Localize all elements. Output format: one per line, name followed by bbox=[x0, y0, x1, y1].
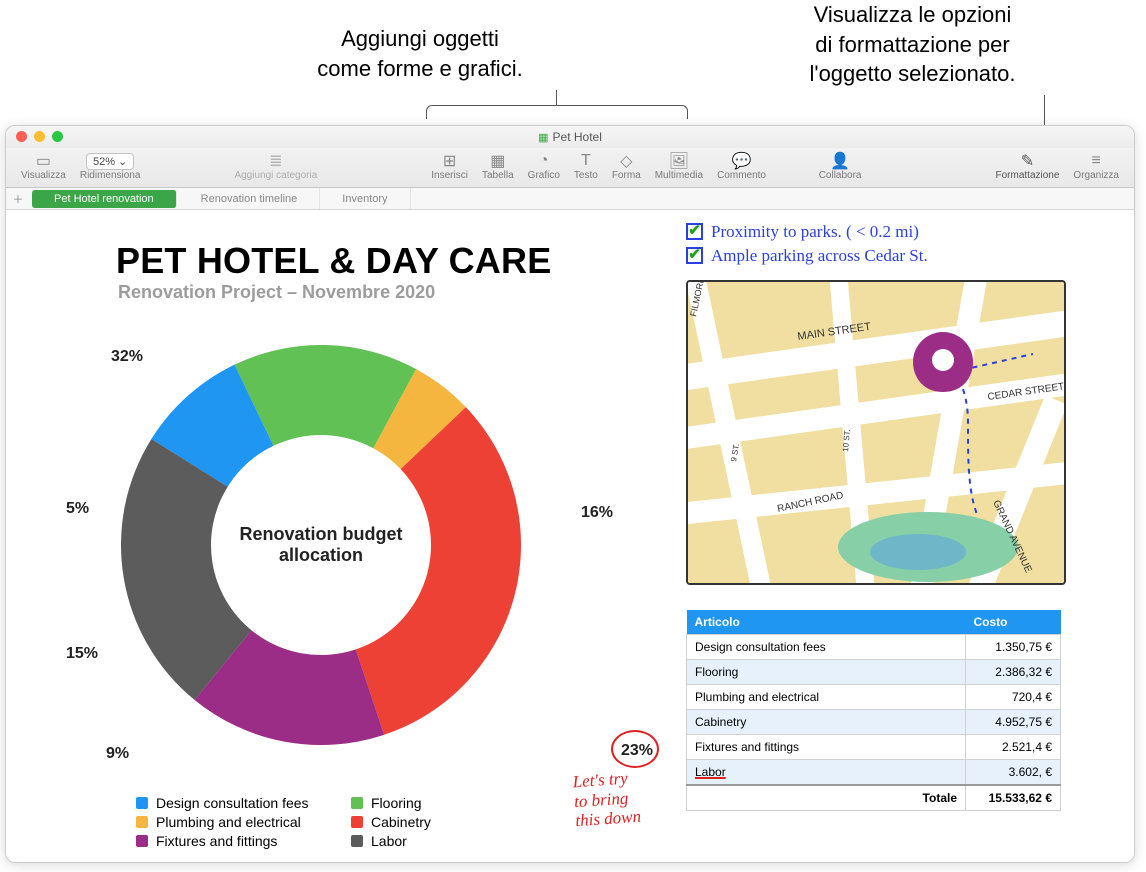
insert-button[interactable]: ⊞Inserisci bbox=[424, 152, 475, 181]
zoom-control[interactable]: 52% ⌄ Ridimensiona bbox=[73, 153, 148, 181]
organize-button[interactable]: ≡Organizza bbox=[1066, 152, 1126, 181]
comment-button[interactable]: 💬Commento bbox=[710, 152, 773, 181]
checkbox-icon: ✔ bbox=[686, 247, 703, 264]
view-button[interactable]: ▭ Visualizza bbox=[14, 152, 73, 181]
sheet-tab[interactable]: Pet Hotel renovation bbox=[32, 190, 177, 208]
page-subtitle: Renovation Project – Novembre 2020 bbox=[118, 282, 435, 303]
organize-icon: ≡ bbox=[1092, 152, 1101, 170]
toolbar: ▭ Visualizza 52% ⌄ Ridimensiona ≣ Aggiun… bbox=[6, 148, 1134, 188]
chart-icon: ◔ bbox=[539, 152, 549, 170]
sheet-tab[interactable]: Inventory bbox=[320, 188, 410, 209]
sheet-canvas[interactable]: PET HOTEL & DAY CARE Renovation Project … bbox=[6, 210, 1134, 863]
annotation-circle bbox=[611, 730, 659, 768]
chart-center-label: Renovation budget allocation bbox=[214, 524, 429, 566]
media-icon: 🖼 bbox=[669, 152, 689, 170]
titlebar: ▦ Pet Hotel bbox=[6, 126, 1134, 148]
donut-chart[interactable]: Renovation budget allocation bbox=[106, 330, 536, 760]
chart-legend: Design consultation feesFlooringPlumbing… bbox=[136, 795, 566, 849]
collaborate-icon: 👤 bbox=[830, 152, 850, 170]
callout-insert: Aggiungi oggetti come forme e grafici. bbox=[280, 24, 560, 83]
close-icon[interactable] bbox=[16, 131, 27, 142]
zoom-icon[interactable] bbox=[52, 131, 63, 142]
insert-icon: ⊞ bbox=[443, 152, 456, 170]
pct-label: 32% bbox=[111, 348, 143, 366]
handwritten-checklist: ✔Proximity to parks. ( < 0.2 mi) ✔Ample … bbox=[686, 220, 928, 268]
pct-label: 16% bbox=[581, 504, 613, 522]
page-title: PET HOTEL & DAY CARE bbox=[116, 240, 551, 282]
table-row[interactable]: Fixtures and fittings2.521,4 € bbox=[687, 735, 1061, 760]
format-icon: ✎ bbox=[1021, 152, 1034, 170]
shape-button[interactable]: ◇Forma bbox=[605, 152, 648, 181]
table-row[interactable]: Cabinetry4.952,75 € bbox=[687, 710, 1061, 735]
table-header: Articolo bbox=[687, 610, 966, 635]
chart-button[interactable]: ◔Grafico bbox=[521, 152, 567, 181]
collaborate-button[interactable]: 👤Collabora bbox=[812, 152, 869, 181]
add-sheet-button[interactable]: ＋ bbox=[6, 191, 30, 207]
table-header: Costo bbox=[966, 610, 1061, 635]
pct-label: 15% bbox=[66, 645, 98, 663]
pct-label: 5% bbox=[66, 500, 89, 518]
legend-item: Cabinetry bbox=[351, 814, 566, 830]
list-icon: ≣ bbox=[269, 152, 282, 170]
legend-item: Design consultation fees bbox=[136, 795, 351, 811]
app-window: ▦ Pet Hotel ▭ Visualizza 52% ⌄ Ridimensi… bbox=[5, 125, 1135, 863]
table-row[interactable]: Design consultation fees1.350,75 € bbox=[687, 635, 1061, 660]
doc-title-prefix-icon: ▦ bbox=[538, 131, 548, 144]
legend-item: Fixtures and fittings bbox=[136, 833, 351, 849]
comment-icon: 💬 bbox=[732, 152, 752, 170]
shape-icon: ◇ bbox=[620, 152, 632, 170]
table-icon: ▦ bbox=[490, 152, 505, 170]
sheet-tab[interactable]: Renovation timeline bbox=[179, 188, 321, 209]
legend-item: Flooring bbox=[351, 795, 566, 811]
text-icon: T bbox=[581, 152, 591, 170]
map-image[interactable]: MAIN STREETCEDAR STREETFILMORE ST.RANCH … bbox=[686, 280, 1066, 585]
add-category-button[interactable]: ≣ Aggiungi categoria bbox=[227, 152, 324, 181]
media-button[interactable]: 🖼Multimedia bbox=[648, 152, 710, 181]
sheet-tabs: ＋ Pet Hotel renovation Renovation timeli… bbox=[6, 188, 1134, 210]
table-row[interactable]: Labor3.602, € bbox=[687, 760, 1061, 786]
table-row[interactable]: Flooring2.386,32 € bbox=[687, 660, 1061, 685]
table-button[interactable]: ▦Tabella bbox=[475, 152, 521, 181]
window-title: Pet Hotel bbox=[553, 130, 602, 144]
handwritten-note: Let's try to bring this down bbox=[572, 768, 642, 831]
legend-item: Plumbing and electrical bbox=[136, 814, 351, 830]
minimize-icon[interactable] bbox=[34, 131, 45, 142]
view-icon: ▭ bbox=[36, 152, 51, 170]
table-row[interactable]: Plumbing and electrical720,4 € bbox=[687, 685, 1061, 710]
format-button[interactable]: ✎Formattazione bbox=[989, 152, 1067, 181]
pct-label: 9% bbox=[106, 745, 129, 763]
text-button[interactable]: TTesto bbox=[567, 152, 605, 181]
table-total-row: Totale15.533,62 € bbox=[687, 785, 1061, 811]
checkbox-icon: ✔ bbox=[686, 223, 703, 240]
cost-table[interactable]: ArticoloCostoDesign consultation fees1.3… bbox=[686, 610, 1061, 811]
callout-format: Visualizza le opzioni di formattazione p… bbox=[760, 0, 1065, 89]
legend-item: Labor bbox=[351, 833, 566, 849]
